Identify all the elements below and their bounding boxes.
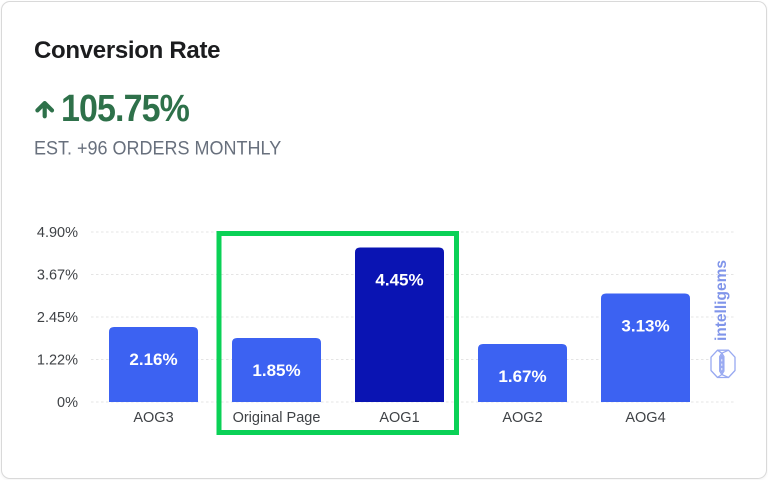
svg-text:AOG3: AOG3 [133, 410, 173, 426]
svg-text:AOG1: AOG1 [379, 410, 419, 426]
svg-text:1.67%: 1.67% [498, 367, 546, 386]
svg-text:2.16%: 2.16% [129, 350, 177, 369]
svg-text:2.45%: 2.45% [37, 310, 78, 326]
svg-text:Original Page: Original Page [233, 410, 321, 426]
svg-text:3.13%: 3.13% [621, 317, 669, 336]
svg-text:4.90%: 4.90% [37, 225, 78, 241]
svg-text:intelligems: intelligems [713, 260, 730, 341]
svg-text:0%: 0% [57, 395, 78, 411]
svg-text:AOG2: AOG2 [502, 410, 542, 426]
svg-text:1.85%: 1.85% [252, 361, 300, 380]
svg-text:3.67%: 3.67% [37, 268, 78, 284]
svg-text:4.45%: 4.45% [375, 271, 423, 290]
svg-text:AOG4: AOG4 [625, 410, 665, 426]
svg-text:1.22%: 1.22% [37, 353, 78, 369]
